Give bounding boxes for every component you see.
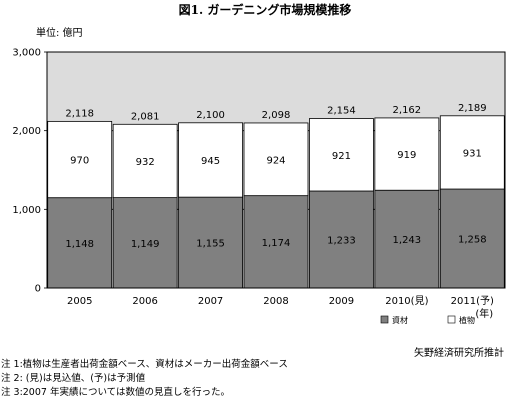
- unit-label: 単位: 億円: [36, 28, 83, 39]
- data-label-total: 2,154: [327, 106, 356, 117]
- data-label-materials: 1,155: [196, 239, 225, 250]
- data-label-plants: 931: [463, 148, 482, 159]
- bar-plants: [178, 122, 243, 198]
- data-label-total: 2,098: [262, 110, 291, 121]
- bar-plants: [112, 123, 178, 199]
- legend-swatch-materials: [380, 315, 389, 324]
- bar-plants: [309, 118, 374, 192]
- x-tick-label: 2010(見): [385, 295, 428, 307]
- y-tick-label: 2,000: [12, 126, 41, 137]
- note-2: 注 2: (見)は見込値、(予)は予測値: [1, 373, 146, 384]
- x-tick-label: 2008: [263, 296, 288, 307]
- data-label-total: 2,081: [131, 111, 160, 122]
- legend-label-plants: 植物: [459, 315, 475, 325]
- data-label-plants: 919: [397, 150, 416, 161]
- bar-materials: [374, 189, 440, 289]
- y-tick-label: 3,000: [12, 48, 41, 59]
- note-1: 注 1:植物は生産者出荷金額ベース、資材はメーカー出荷金額ベース: [1, 359, 288, 370]
- data-label-total: 2,100: [196, 110, 225, 121]
- note-3: 注 3:2007 年実績については数値の見直しを行った。: [1, 387, 230, 398]
- bar-materials: [178, 196, 243, 289]
- y-tick-label: 1,000: [12, 205, 41, 216]
- legend-label-materials: 資材: [392, 315, 408, 325]
- data-label-total: 2,118: [65, 108, 94, 119]
- x-tick-label: 2011(予): [451, 295, 494, 307]
- data-label-plants: 921: [332, 151, 351, 162]
- data-label-materials: 1,243: [393, 235, 422, 246]
- data-label-materials: 1,148: [65, 239, 94, 250]
- x-tick-label: 2006: [132, 296, 157, 307]
- data-label-plants: 970: [70, 156, 89, 167]
- bar-materials: [439, 188, 505, 289]
- data-label-plants: 924: [266, 155, 285, 166]
- x-tick-label: 2005: [67, 296, 92, 307]
- data-label-materials: 1,258: [458, 235, 487, 246]
- data-label-materials: 1,149: [131, 239, 160, 250]
- data-label-total: 2,162: [393, 105, 422, 116]
- chart-title: 図1. ガーデニング市場規模推移: [178, 3, 352, 17]
- x-tick-label: 2009: [329, 296, 354, 307]
- data-label-materials: 1,233: [327, 236, 356, 247]
- data-label-total: 2,189: [458, 103, 487, 114]
- x-tick-label: 2007: [198, 296, 223, 307]
- bar-materials: [309, 190, 374, 289]
- data-label-plants: 945: [201, 156, 220, 167]
- bar-materials: [47, 197, 113, 289]
- plot-border: [46, 51, 506, 289]
- bar-materials: [243, 195, 309, 289]
- bar-plants: [374, 117, 440, 191]
- data-label-materials: 1,174: [262, 238, 291, 249]
- data-label-plants: 932: [136, 157, 155, 168]
- source-credit: 矢野経済研究所推計: [414, 348, 504, 359]
- bar-plants: [439, 115, 505, 190]
- bar-plants: [243, 122, 309, 197]
- y-tick-label: 0: [35, 284, 41, 295]
- legend-swatch-plants: [447, 315, 456, 324]
- x-unit-label: (年): [475, 307, 493, 320]
- bar-plants: [47, 120, 113, 199]
